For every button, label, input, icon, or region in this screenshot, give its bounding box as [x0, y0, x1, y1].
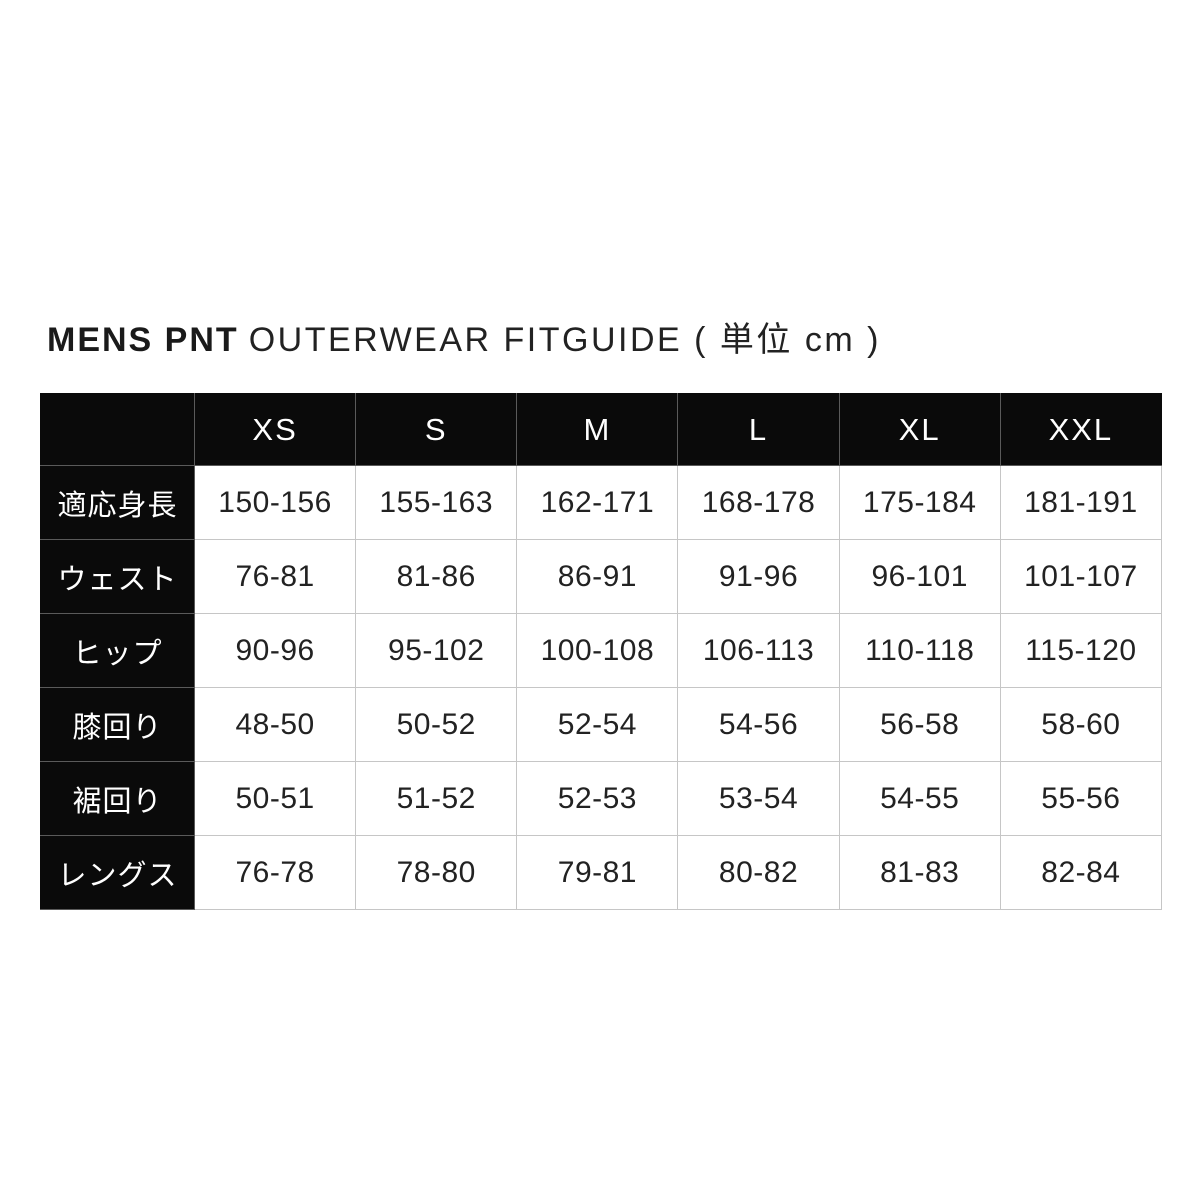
- size-cell: 95-102: [355, 613, 518, 688]
- size-cell: 100-108: [516, 613, 679, 688]
- table-row: レングス 76-78 78-80 79-81 80-82 81-83 82-84: [40, 835, 1163, 910]
- size-cell: 52-53: [516, 761, 679, 836]
- size-cell: 54-56: [677, 687, 840, 762]
- size-cell: 80-82: [677, 835, 840, 910]
- row-label: ヒップ: [40, 613, 195, 688]
- row-label: ウェスト: [40, 539, 195, 614]
- size-cell: 78-80: [355, 835, 518, 910]
- table-row: 適応身長 150-156 155-163 162-171 168-178 175-184 1…: [40, 465, 1163, 540]
- table-row: 裾回り 50-51 51-52 52-53 53-54 54-55 55-56: [40, 761, 1163, 836]
- size-cell: 115-120: [999, 613, 1163, 688]
- col-header-xl: XL: [838, 393, 1001, 466]
- row-label: 裾回り: [40, 761, 195, 836]
- page-title: MENS PNT OUTERWEAR FITGUIDE ( 単位 cm ): [47, 321, 881, 359]
- row-label: 適応身長: [40, 465, 195, 540]
- col-header-m: M: [516, 393, 679, 466]
- size-table-header: XS S M L XL XXL: [40, 393, 1163, 466]
- size-cell: 48-50: [193, 687, 357, 762]
- size-cell: 150-156: [193, 465, 357, 540]
- size-cell: 51-52: [355, 761, 518, 836]
- size-cell: 76-81: [193, 539, 357, 614]
- title-rest: OUTERWEAR FITGUIDE ( 単位 cm ): [248, 321, 881, 359]
- size-cell: 81-86: [355, 539, 518, 614]
- size-cell: 86-91: [516, 539, 679, 614]
- header-row: XS S M L XL XXL: [40, 393, 1163, 466]
- size-cell: 81-83: [838, 835, 1001, 910]
- row-label: レングス: [40, 835, 195, 910]
- size-cell: 79-81: [516, 835, 679, 910]
- table-row: ヒップ 90-96 95-102 100-108 106-113 110-118 115-1…: [40, 613, 1163, 688]
- size-cell: 50-52: [355, 687, 518, 762]
- size-cell: 55-56: [999, 761, 1163, 836]
- col-header-xxl: XXL: [999, 393, 1163, 466]
- table-row: 膝回り 48-50 50-52 52-54 54-56 56-58 58-60: [40, 687, 1163, 762]
- size-cell: 168-178: [677, 465, 840, 540]
- col-header-s: S: [355, 393, 518, 466]
- table-row: ウェスト 76-81 81-86 86-91 91-96 96-101 101-107: [40, 539, 1163, 614]
- size-cell: 50-51: [193, 761, 357, 836]
- size-cell: 90-96: [193, 613, 357, 688]
- size-cell: 162-171: [516, 465, 679, 540]
- size-cell: 82-84: [999, 835, 1163, 910]
- size-cell: 175-184: [838, 465, 1001, 540]
- size-cell: 58-60: [999, 687, 1163, 762]
- size-cell: 53-54: [677, 761, 840, 836]
- size-cell: 101-107: [999, 539, 1163, 614]
- size-cell: 181-191: [999, 465, 1163, 540]
- title-brand: MENS PNT: [47, 321, 239, 359]
- size-cell: 54-55: [838, 761, 1001, 836]
- size-cell: 91-96: [677, 539, 840, 614]
- size-cell: 96-101: [838, 539, 1001, 614]
- size-cell: 56-58: [838, 687, 1001, 762]
- size-cell: 155-163: [355, 465, 518, 540]
- size-table: XS S M L XL XXL 適応身長 150-156 155-163 162-171 168-…: [40, 393, 1163, 910]
- corner-cell: [40, 393, 195, 466]
- size-table-body: 適応身長 150-156 155-163 162-171 168-178 175-184 1…: [40, 465, 1163, 910]
- size-cell: 76-78: [193, 835, 357, 910]
- size-cell: 52-54: [516, 687, 679, 762]
- size-cell: 106-113: [677, 613, 840, 688]
- row-label: 膝回り: [40, 687, 195, 762]
- size-cell: 110-118: [838, 613, 1001, 688]
- col-header-l: L: [677, 393, 840, 466]
- col-header-xs: XS: [193, 393, 357, 466]
